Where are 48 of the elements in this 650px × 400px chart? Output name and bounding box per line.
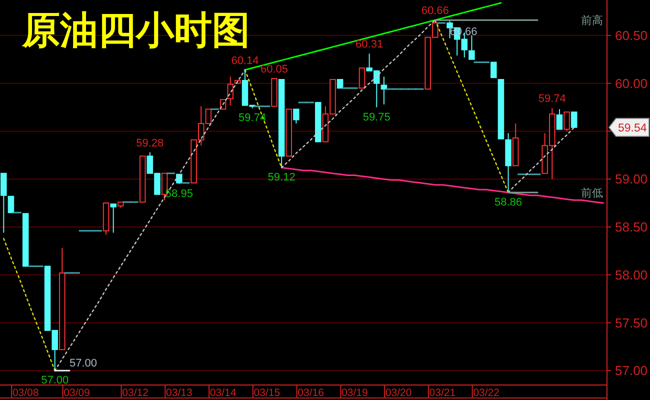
x-tick-label: 03/09 bbox=[64, 387, 90, 399]
annotation: 60.31 bbox=[356, 38, 384, 51]
candlestick bbox=[227, 76, 234, 106]
data-label: 57.00 bbox=[69, 358, 98, 370]
candlestick bbox=[8, 196, 14, 214]
candlestick bbox=[0, 172, 7, 234]
x-tick-label: 03/12 bbox=[122, 387, 149, 399]
candlestick bbox=[468, 34, 475, 60]
y-tick-label: 57.50 bbox=[615, 315, 648, 330]
candlestick bbox=[110, 203, 116, 234]
candlestick bbox=[564, 112, 570, 132]
chart-title: 原油四小时图 bbox=[21, 8, 250, 52]
y-tick-label: 58.00 bbox=[615, 267, 648, 282]
candlestick bbox=[556, 108, 563, 130]
x-tick-label: 03/21 bbox=[429, 387, 456, 399]
candlestick bbox=[293, 108, 300, 124]
candlestick bbox=[570, 112, 578, 128]
annotation: 60.66 bbox=[421, 5, 449, 18]
x-tick-label: 03/19 bbox=[342, 387, 368, 399]
x-tick-label: 03/15 bbox=[254, 387, 280, 399]
y-tick-label: 58.50 bbox=[615, 220, 648, 235]
text: 前高 bbox=[581, 14, 603, 27]
annotation: 60.14 bbox=[231, 54, 259, 67]
candlestick bbox=[161, 172, 168, 201]
text: 59.54 bbox=[618, 122, 648, 134]
candlestick bbox=[490, 62, 497, 78]
annotation: 59.74 bbox=[238, 112, 266, 124]
x-tick-label: 03/20 bbox=[385, 387, 412, 399]
y-tick-label: 60.50 bbox=[615, 28, 648, 43]
x-tick-label: 03/22 bbox=[473, 387, 500, 399]
annotation: 59.74 bbox=[538, 93, 566, 106]
candlestick bbox=[358, 68, 366, 89]
candlestick bbox=[380, 76, 388, 105]
annotation: 59.75 bbox=[362, 111, 390, 124]
annotation: 59.12 bbox=[268, 172, 296, 184]
annotation: 58.86 bbox=[494, 196, 522, 208]
annotation: 60.05 bbox=[260, 64, 288, 76]
annotation: 58.95 bbox=[165, 188, 193, 200]
y-tick-label: 57.00 bbox=[615, 363, 648, 378]
text: 前低 bbox=[581, 186, 603, 200]
y-tick-label: 60.00 bbox=[615, 76, 648, 91]
x-tick-label: 03/14 bbox=[210, 387, 236, 399]
x-tick-label: 03/16 bbox=[298, 387, 324, 399]
x-tick-label: 03/08 bbox=[12, 387, 39, 399]
y-tick-label: 59.00 bbox=[615, 172, 648, 187]
annotation: 59.28 bbox=[136, 137, 164, 150]
annotation: 57.00 bbox=[41, 374, 69, 387]
x-tick-label: 03/13 bbox=[166, 387, 192, 399]
